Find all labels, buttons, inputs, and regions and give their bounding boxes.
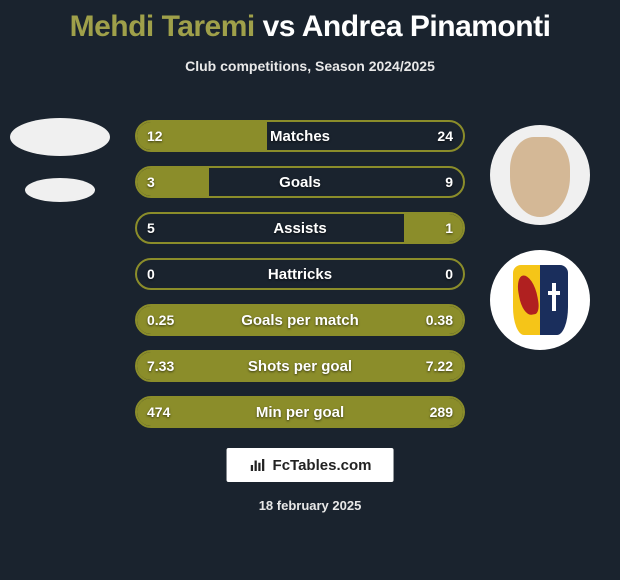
comparison-title: Mehdi Taremi vs Andrea Pinamonti [0,0,620,44]
stat-row: 5Assists1 [135,212,465,244]
watermark-text: FcTables.com [273,457,372,474]
genoa-crest-icon [513,265,568,335]
stat-label: Assists [137,214,463,242]
stat-value-right: 1 [445,214,453,242]
stat-value-right: 7.22 [426,352,453,380]
comparison-bars: 12Matches24 3Goals9 5Assists1 0Hattricks0 0.… [135,120,465,442]
stat-label: Shots per goal [137,352,463,380]
subtitle: Club competitions, Season 2024/2025 [0,58,620,74]
stat-row: 0.25Goals per match0.38 [135,304,465,336]
vs-text: vs [263,10,295,43]
stat-value-right: 0 [445,260,453,288]
stat-row: 474Min per goal289 [135,396,465,428]
stat-label: Matches [137,122,463,150]
player2-avatar [490,125,590,225]
stat-value-right: 9 [445,168,453,196]
player2-name: Andrea Pinamonti [302,10,551,43]
stat-row: 12Matches24 [135,120,465,152]
stat-value-right: 289 [430,398,453,426]
stat-row: 0Hattricks0 [135,258,465,290]
player2-club-crest [490,250,590,350]
stat-label: Min per goal [137,398,463,426]
fctables-icon [249,456,267,474]
player1-avatar-ellipse [10,118,110,156]
stat-value-right: 0.38 [426,306,453,334]
player1-name: Mehdi Taremi [70,10,255,43]
stat-row: 3Goals9 [135,166,465,198]
date-text: 18 february 2025 [0,498,620,513]
stat-label: Goals [137,168,463,196]
stat-label: Goals per match [137,306,463,334]
stat-value-right: 24 [437,122,453,150]
stat-label: Hattricks [137,260,463,288]
watermark: FcTables.com [227,448,394,482]
stat-row: 7.33Shots per goal7.22 [135,350,465,382]
player1-club-ellipse [25,178,95,202]
